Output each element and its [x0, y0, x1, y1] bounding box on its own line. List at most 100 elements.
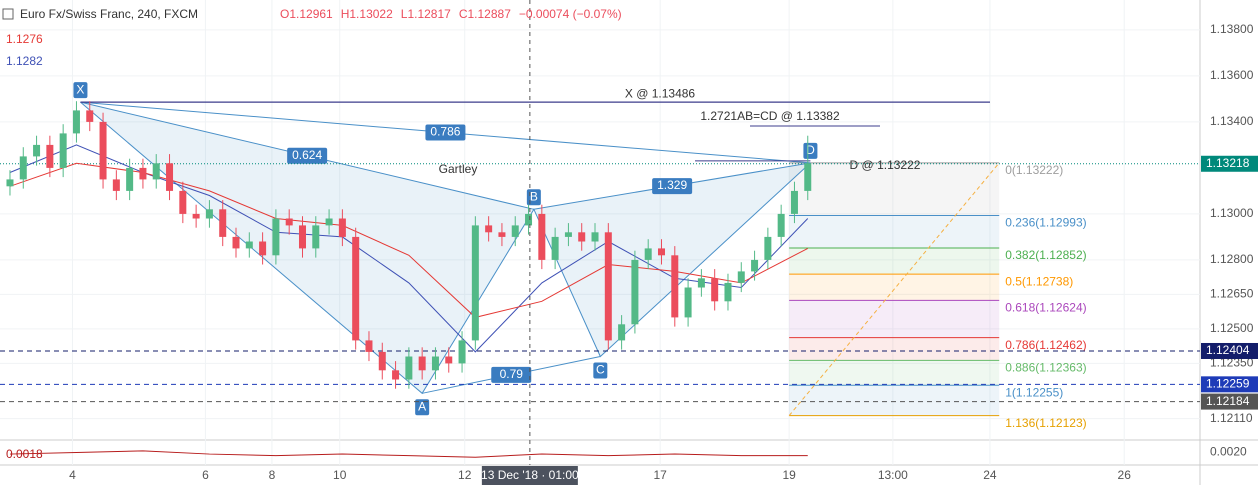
- candle-body: [86, 110, 94, 122]
- candle-body: [498, 232, 506, 237]
- point-label: C: [596, 363, 605, 377]
- candle-body: [245, 241, 253, 249]
- candle-body: [711, 278, 719, 302]
- ohlc-label: C1.12887: [459, 7, 511, 21]
- candle-body: [804, 163, 812, 191]
- fib-band: [789, 337, 1000, 361]
- candle-body: [338, 218, 346, 237]
- candle-body: [392, 370, 400, 380]
- point-box: [73, 82, 88, 99]
- fib-trend: [788, 162, 1000, 416]
- point-label: A: [418, 399, 426, 413]
- candle-body: [139, 167, 147, 180]
- candle-body: [751, 259, 759, 272]
- price-tag: [1201, 155, 1258, 172]
- candle-body: [604, 232, 612, 341]
- candle-body: [99, 121, 107, 180]
- x-tick-label: 17: [653, 468, 667, 482]
- price-tag: [1201, 393, 1258, 410]
- candle-body: [631, 259, 639, 325]
- candle-body: [192, 213, 200, 219]
- candle-body: [737, 271, 745, 283]
- price-tag-label: 1.12259: [1206, 377, 1250, 391]
- price-tag: [1201, 376, 1258, 393]
- point-box: [593, 362, 608, 379]
- candle-body: [445, 356, 453, 364]
- fib-band: [789, 215, 1000, 248]
- candle-body: [112, 179, 120, 191]
- candle-body: [126, 167, 134, 191]
- y-tick-label: 1.12650: [1210, 287, 1254, 301]
- fib-label: 0.382(1.12852): [1005, 248, 1086, 262]
- candle-body: [365, 340, 373, 352]
- x-tick-label: 26: [1118, 468, 1132, 482]
- candle-body: [46, 144, 54, 168]
- x-tick-label: 4: [69, 468, 76, 482]
- candle-body: [59, 133, 67, 168]
- ratio-label: 0.624: [292, 148, 322, 162]
- x-tick-label: 6: [202, 468, 209, 482]
- candle-body: [684, 287, 692, 318]
- candle-body: [298, 225, 306, 249]
- candle-body: [564, 232, 572, 237]
- candle-body: [471, 225, 479, 341]
- candle-body: [485, 225, 493, 233]
- fib-label: 0.5(1.12738): [1005, 274, 1073, 288]
- y-tick-label: 1.12800: [1210, 252, 1254, 266]
- crosshair-tag: [481, 466, 578, 485]
- candle-body: [285, 218, 293, 226]
- ratio-label: 0.786: [430, 125, 460, 139]
- candle-body: [764, 236, 772, 260]
- ohlc-label: H1.13022: [341, 7, 393, 21]
- candle-body: [591, 232, 599, 242]
- y-tick-label: 1.12350: [1210, 356, 1254, 370]
- candle-body: [418, 356, 426, 371]
- fib-label: 0.786(1.12462): [1005, 338, 1086, 352]
- x-tick-label: 8: [269, 468, 276, 482]
- point-box: [803, 142, 818, 159]
- y-tick-label: 1.13400: [1210, 114, 1254, 128]
- fib-band: [789, 300, 1000, 338]
- crosshair-label: 13 Dec '18 · 01:00: [481, 468, 579, 482]
- point-label: B: [530, 189, 538, 203]
- ratio-box: [425, 124, 466, 141]
- candle-body: [259, 241, 267, 256]
- price-tag: [1201, 342, 1258, 359]
- oscillator: [9, 450, 808, 458]
- candle-body: [6, 179, 14, 187]
- candle-body: [551, 236, 559, 260]
- collapse-icon[interactable]: [2, 8, 14, 20]
- osc-tick-label: 0.0020: [1210, 445, 1247, 459]
- pattern-fill: [80, 102, 534, 394]
- ratio-label: 0.79: [500, 367, 524, 381]
- x-tick-label: 24: [983, 468, 997, 482]
- fib-label: 0(1.13222): [1005, 163, 1063, 177]
- x-tick-label: 12: [458, 468, 472, 482]
- candle-body: [618, 324, 626, 341]
- indicator-value: 1.1282: [6, 54, 43, 68]
- candle-body: [790, 190, 798, 214]
- fib-band: [789, 274, 1000, 301]
- candle-body: [525, 213, 533, 226]
- candle-body: [724, 282, 732, 302]
- point-box: [415, 399, 430, 416]
- ratio-box: [491, 366, 532, 383]
- candle-body: [72, 110, 80, 134]
- chart-title: Euro Fx/Swiss Franc, 240, FXCM: [20, 7, 198, 21]
- candle-body: [777, 213, 785, 237]
- y-tick-label: 1.13000: [1210, 206, 1254, 220]
- y-tick-label: 1.12110: [1210, 411, 1253, 425]
- ohlc-label: O1.12961: [280, 7, 333, 21]
- annotation: D @ 1.13222: [850, 158, 921, 172]
- candle-body: [352, 236, 360, 341]
- fib-label: 1(1.12255): [1005, 385, 1063, 399]
- candle-body: [697, 278, 705, 288]
- ratio-box: [287, 147, 328, 164]
- y-tick-label: 1.13800: [1210, 22, 1254, 36]
- x-tick-label: 10: [333, 468, 347, 482]
- y-tick-label: 1.12500: [1210, 321, 1254, 335]
- fib-band: [789, 360, 1000, 386]
- candle-body: [671, 255, 679, 318]
